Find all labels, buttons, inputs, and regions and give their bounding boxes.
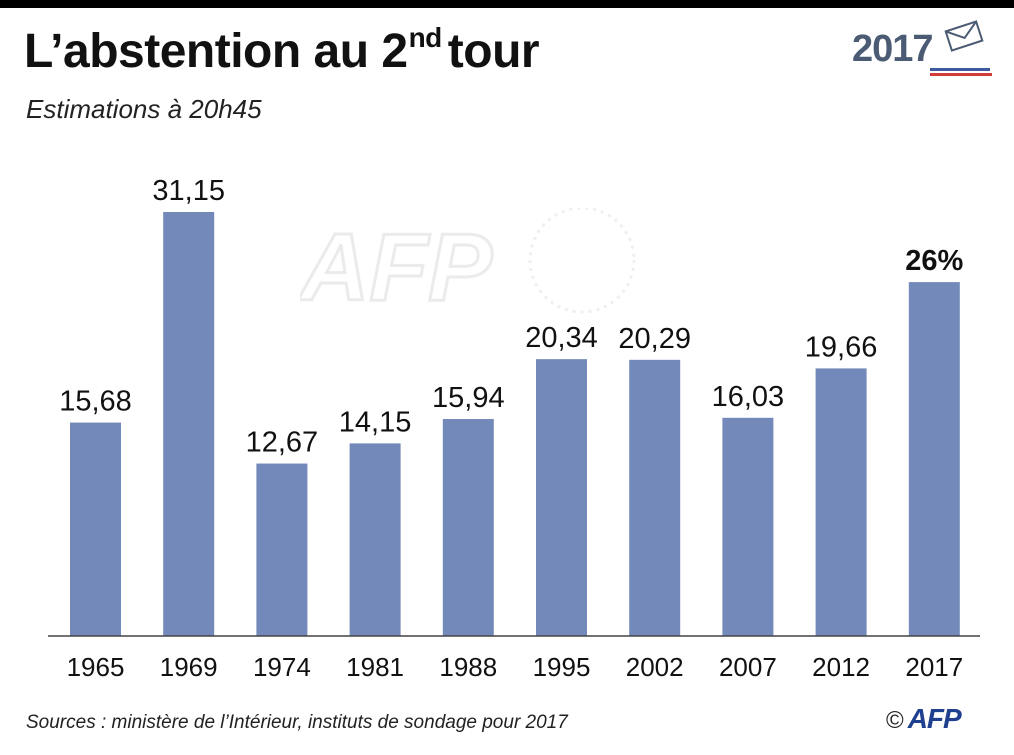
ballot-envelope-icon <box>944 20 984 52</box>
source-note: Sources : ministère de l’Intérieur, inst… <box>26 712 568 733</box>
x-tick-2007: 2007 <box>719 652 777 682</box>
logo-blue-stripe <box>930 68 990 71</box>
x-tick-2017: 2017 <box>905 652 963 682</box>
x-tick-1981: 1981 <box>346 652 404 682</box>
data-label-1969: 31,15 <box>152 175 225 207</box>
x-tick-1969: 1969 <box>160 652 218 682</box>
bar-1988 <box>442 419 494 636</box>
x-tick-2002: 2002 <box>626 652 684 682</box>
afp-copyright: © AFP <box>886 703 962 735</box>
data-label-1981: 14,15 <box>339 406 412 438</box>
bar-2012 <box>815 368 867 636</box>
data-label-2002: 20,29 <box>618 323 691 355</box>
watermark-text: AFP <box>300 214 493 318</box>
election-2017-logo: 2017 <box>852 18 992 76</box>
afp-logo-text: AFP <box>907 703 962 734</box>
bar-1974 <box>256 463 308 636</box>
data-label-2007: 16,03 <box>712 381 785 413</box>
logo-year: 2017 <box>852 28 934 70</box>
data-label-1965: 15,68 <box>59 386 132 418</box>
x-tick-1974: 1974 <box>253 652 311 682</box>
data-label-1995: 20,34 <box>525 322 598 354</box>
chart-subtitle: Estimations à 20h45 <box>26 94 262 124</box>
bar-1965 <box>70 422 121 636</box>
title-main: L’abstention au 2 <box>24 25 408 78</box>
x-tick-2012: 2012 <box>812 652 870 682</box>
afp-watermark: AFP <box>300 208 636 318</box>
bar-2017 <box>908 282 960 636</box>
bar-1995 <box>536 359 587 636</box>
data-label-2012: 19,66 <box>805 331 878 363</box>
title-superscript: nd <box>408 22 443 53</box>
x-tick-1995: 1995 <box>533 652 591 682</box>
logo-red-stripe <box>930 73 992 76</box>
x-tick-1988: 1988 <box>439 652 497 682</box>
chart-title: L’abstention au 2nd tour <box>24 22 540 79</box>
copyright-symbol: © <box>886 707 904 734</box>
data-label-2017: 26% <box>905 245 963 277</box>
top-bar <box>0 0 1014 8</box>
data-label-1988: 15,94 <box>432 382 505 414</box>
title-end: tour <box>447 25 540 78</box>
data-label-1974: 12,67 <box>246 427 319 459</box>
x-tick-1965: 1965 <box>67 652 125 682</box>
bar-2002 <box>629 359 681 636</box>
bar-2007 <box>722 417 774 636</box>
bar-1981 <box>349 443 401 636</box>
bar-1969 <box>163 212 215 636</box>
